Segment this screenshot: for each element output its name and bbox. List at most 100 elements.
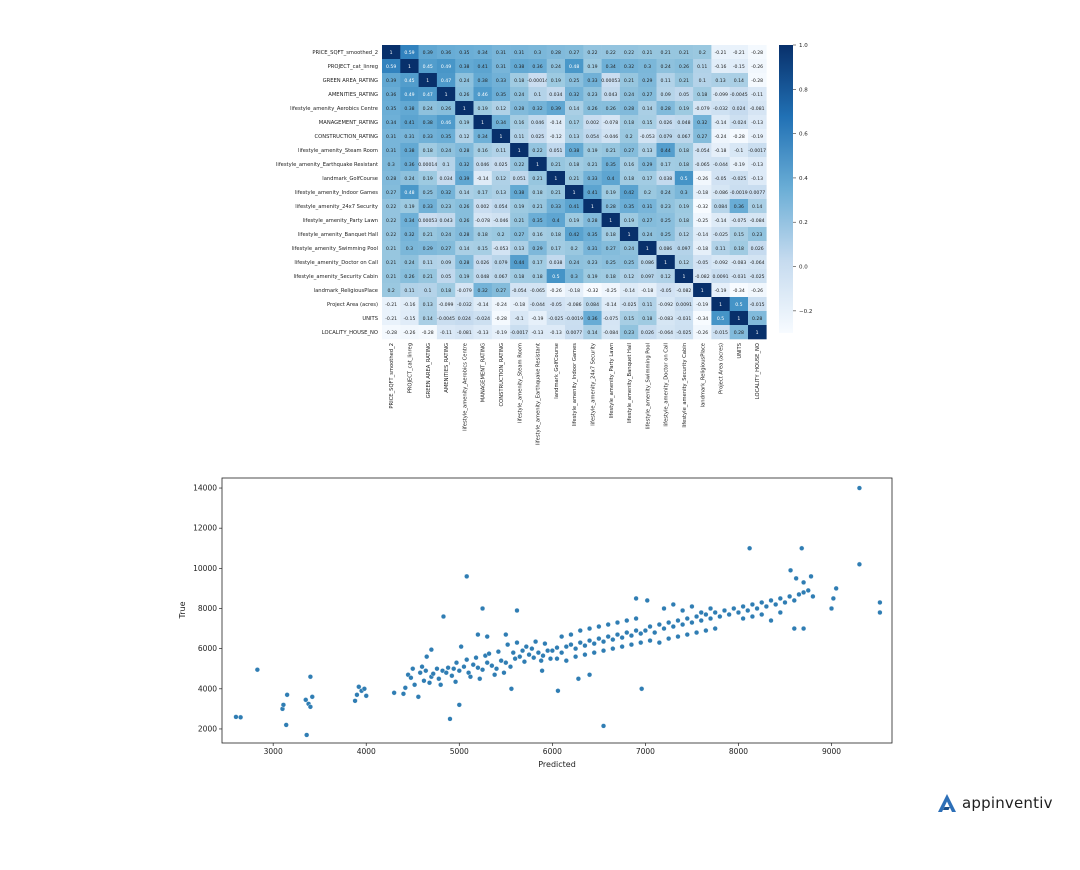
heatmap-cell-label: 0.38 [423, 120, 433, 126]
scatter-point [477, 676, 483, 682]
scatter-point [698, 617, 704, 624]
heatmap-cell-label: 0.31 [496, 50, 506, 56]
scatter-points [233, 485, 883, 738]
heatmap-cell-label: 0.22 [587, 50, 597, 56]
scatter-point [415, 694, 421, 700]
heatmap-cell-label: 0.16 [514, 120, 524, 126]
heatmap-cell [546, 297, 566, 312]
heatmap-cell-label: 0.14 [734, 78, 744, 84]
heatmap-cell [418, 157, 438, 172]
heatmap-cell [674, 199, 694, 214]
scatter-point [421, 678, 427, 684]
heatmap-cell [455, 87, 474, 102]
heatmap-row-label: lifestyle_amenity_Doctor on Call [294, 260, 378, 266]
heatmap-cell-label: -0.14 [715, 218, 727, 224]
scatter-point [479, 667, 486, 673]
heatmap-cell-label: -0.14 [715, 120, 727, 126]
heatmap-cell [693, 283, 712, 298]
scatter-point [638, 640, 644, 646]
heatmap-cell [565, 171, 584, 186]
heatmap-cell-label: 0.18 [569, 162, 579, 168]
heatmap-cell [455, 185, 474, 200]
heatmap-cell-label: 0.22 [386, 218, 396, 224]
heatmap-cell [638, 73, 657, 88]
scatter-point [507, 664, 514, 670]
scatter-point [456, 668, 462, 674]
heatmap-cell [729, 199, 749, 214]
heatmap-cell [382, 157, 401, 172]
heatmap-cell-label: 0.18 [624, 176, 634, 182]
heatmap-cell-label: 1 [481, 120, 484, 126]
heatmap-cell [418, 185, 438, 200]
heatmap-cell [455, 241, 474, 256]
heatmap-cell-label: -0.18 [715, 148, 727, 154]
heatmap-column-label: PROJECT_cat_linreg [407, 343, 413, 393]
scatter-point [352, 698, 358, 704]
heatmap-cell [436, 101, 456, 116]
scatter-point [745, 607, 751, 614]
scatter-point [633, 595, 639, 602]
scatter-point [233, 714, 239, 720]
heatmap-cell-label: 1 [445, 92, 448, 98]
heatmap-cell [382, 87, 401, 102]
scatter-point [726, 611, 732, 618]
heatmap-cell [638, 269, 657, 284]
scatter-point [529, 646, 535, 652]
heatmap-cell [601, 311, 621, 326]
heatmap-cell-label: -0.00014 [527, 78, 548, 84]
scatter-point [707, 605, 714, 612]
scatter-point [856, 485, 863, 491]
heatmap-cell [583, 59, 602, 74]
heatmap-cell-label: 0.27 [642, 92, 652, 98]
scatter-point [428, 647, 434, 653]
scatter-point [800, 589, 807, 596]
heatmap-cell-label: 0.1 [424, 288, 431, 294]
heatmap-cell [528, 87, 547, 102]
heatmap-cell [601, 59, 621, 74]
heatmap-cell-label: -0.065 [530, 288, 545, 294]
heatmap-cell [711, 129, 730, 144]
heatmap-cell-label: -0.046 [603, 134, 618, 140]
heatmap-cell-label: -0.21 [385, 316, 397, 322]
heatmap-cell-label: 0.18 [551, 232, 561, 238]
heatmap-cell-label: 0.002 [476, 204, 489, 210]
heatmap-cell [436, 255, 456, 270]
heatmap-cell [619, 185, 639, 200]
heatmap-cell [400, 59, 419, 74]
heatmap-cell-label: 0.18 [514, 274, 524, 280]
heatmap-cell-label: 1 [426, 78, 429, 84]
heatmap-cell-label: 0.3 [570, 274, 577, 280]
scatter-point [514, 640, 520, 646]
heatmap-cell-label: 0.22 [532, 148, 542, 154]
heatmap-cell [748, 101, 767, 116]
scatter-point [391, 690, 397, 696]
heatmap-cell [546, 171, 566, 186]
scatter-point [666, 619, 672, 626]
heatmap-cell [436, 59, 456, 74]
heatmap-cell-label: -0.19 [495, 330, 507, 336]
heatmap-cell-label: -0.099 [713, 92, 728, 98]
heatmap-cell [601, 199, 621, 214]
heatmap-cell [601, 297, 621, 312]
heatmap-cell [436, 45, 456, 60]
heatmap-cell-label: 0.45 [404, 78, 414, 84]
heatmap-cell [674, 59, 694, 74]
heatmap-cell [583, 213, 602, 228]
heatmap-cell-label: 0.33 [587, 176, 597, 182]
heatmap-cell [729, 129, 749, 144]
heatmap-cell [583, 241, 602, 256]
scatter-point [633, 627, 639, 634]
heatmap-cell-label: 0.45 [423, 64, 433, 70]
heatmap-cell-label: 0.44 [661, 148, 671, 154]
heatmap-cell-label: 0.24 [404, 176, 414, 182]
heatmap-cell [729, 171, 749, 186]
heatmap-cell-label: -0.0017 [748, 148, 766, 154]
heatmap-cell [601, 185, 621, 200]
scatter-point [670, 623, 676, 630]
scatter-point [361, 686, 367, 692]
heatmap-cell [436, 311, 456, 326]
scatter-point [503, 660, 509, 666]
colorbar-tick-label: 0.4 [799, 176, 808, 182]
heatmap-cell [546, 45, 566, 60]
scatter-point [545, 648, 551, 654]
